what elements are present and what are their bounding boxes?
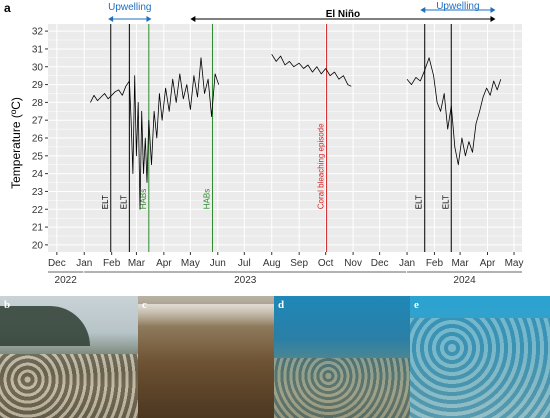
y-tick-label: 23 (32, 187, 44, 198)
event-label: HABs (202, 189, 211, 209)
photo-coastal-reef: b (0, 296, 138, 418)
x-tick-label: Jan (399, 258, 415, 269)
photo-strip: b c d e (0, 296, 550, 418)
span-label: El Niño (326, 9, 360, 20)
temperature-series (90, 54, 502, 210)
panel-label-d: d (278, 299, 285, 311)
x-tick-label: Sep (290, 258, 308, 269)
panel-label-e: e (414, 299, 419, 311)
span-arrowhead-right (490, 7, 496, 13)
x-tick-label: Jun (210, 258, 226, 269)
x-tick-label: Jan (76, 258, 92, 269)
y-tick-label: 21 (32, 223, 44, 234)
y-tick-label: 27 (32, 116, 44, 127)
x-tick-label: Mar (128, 258, 146, 269)
year-label: 2024 (453, 275, 476, 286)
span-arrowhead-left (190, 16, 196, 22)
span-arrowhead-left (108, 16, 114, 22)
y-tick-label: 22 (32, 205, 44, 216)
series-line (271, 54, 352, 87)
event-lines: ELT ELT HABs HABs Coral bleaching episode ELT… (101, 24, 452, 252)
series-line (90, 57, 220, 210)
x-tick-label: Feb (426, 258, 444, 269)
y-tick-label: 28 (32, 98, 44, 109)
y-tick-label: 30 (32, 62, 44, 73)
x-tick-label: May (181, 258, 200, 269)
x-tick-label: Apr (480, 258, 496, 269)
x-axis: Dec Jan Feb Mar Apr May Jun Jul Aug Sep Oct Nov Dec J… (48, 252, 524, 286)
photo-d-reef (274, 358, 410, 418)
temperature-chart: a ELT ELT HABs HABs Coral bleaching episode E… (4, 1, 524, 286)
x-tick-label: Dec (48, 258, 66, 269)
y-tick-label: 24 (32, 169, 44, 180)
x-tick-label: Oct (318, 258, 334, 269)
event-label: ELT (119, 195, 128, 209)
series-line (406, 57, 502, 166)
photo-b-rocks (0, 354, 138, 418)
x-tick-label: Apr (156, 258, 172, 269)
y-tick-label: 32 (32, 27, 44, 38)
x-tick-label: Nov (344, 258, 362, 269)
span-label: Upwelling (108, 2, 151, 13)
panel-label-a: a (4, 1, 11, 15)
span-arrowhead-left (420, 7, 426, 13)
span-label: Upwelling (436, 1, 479, 12)
photo-brown-water: c (138, 296, 274, 418)
photo-b-hill (0, 306, 90, 346)
photo-e-reef (410, 318, 550, 418)
x-tick-label: Jul (238, 258, 251, 269)
period-spans: Upwelling El Niño Upwelling (108, 1, 496, 22)
x-tick-label: May (505, 258, 524, 269)
y-axis-label: Temperature (ºC) (9, 97, 23, 189)
y-tick-label: 25 (32, 151, 44, 162)
year-label: 2023 (234, 275, 257, 286)
y-tick-label: 20 (32, 240, 44, 251)
x-tick-label: Mar (451, 258, 469, 269)
gridlines (48, 24, 522, 252)
event-label: ELT (101, 195, 110, 209)
y-tick-label: 31 (32, 44, 44, 55)
photo-coral-field: e (410, 296, 550, 418)
event-label: ELT (415, 195, 424, 209)
y-axis: 20 21 22 23 24 25 26 27 28 29 30 31 32 (32, 27, 48, 251)
event-label: Coral bleaching episode (317, 123, 326, 209)
panel-label-b: b (4, 299, 11, 311)
span-arrowhead-right (490, 16, 496, 22)
event-label: HABs (139, 189, 148, 209)
span-arrowhead-right (146, 16, 152, 22)
photo-bleached-coral: d (274, 296, 410, 418)
x-tick-label: Feb (103, 258, 121, 269)
photo-c-sheen (138, 304, 274, 326)
y-tick-label: 26 (32, 134, 44, 145)
panel-label-c: c (142, 299, 147, 311)
y-tick-label: 29 (32, 80, 44, 91)
x-tick-label: Dec (371, 258, 389, 269)
year-label: 2022 (55, 275, 78, 286)
event-label: ELT (441, 195, 450, 209)
x-tick-label: Aug (263, 258, 281, 269)
